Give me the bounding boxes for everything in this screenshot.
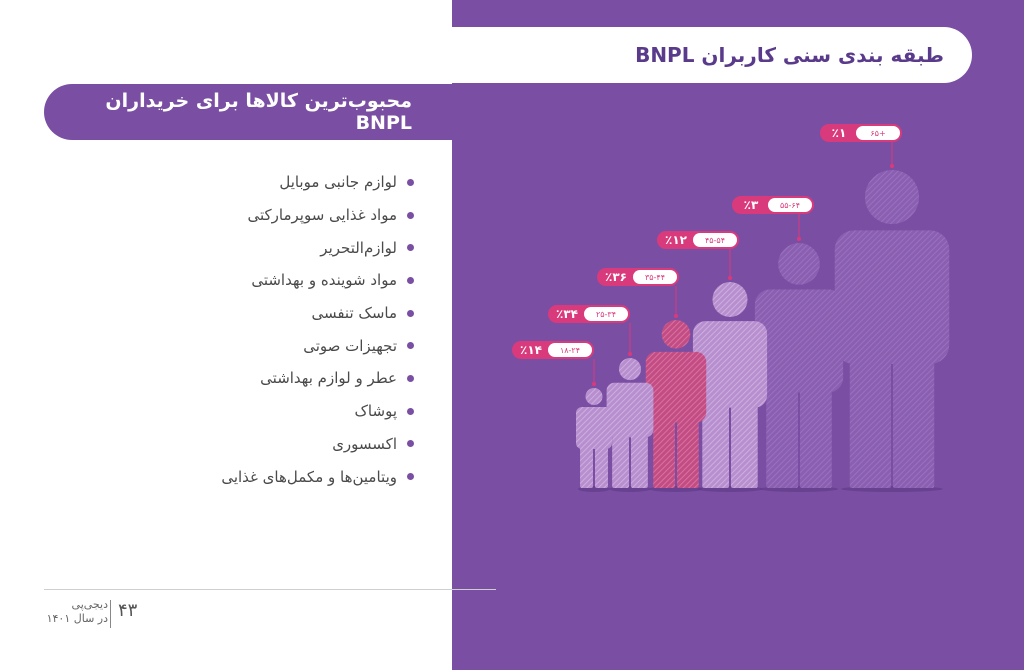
age-label: ۲۵-۳۴ xyxy=(596,310,616,319)
bullet-icon xyxy=(407,407,414,415)
age-pill xyxy=(584,307,628,321)
person-figure-5 xyxy=(834,170,950,488)
bullet-icon xyxy=(407,309,414,317)
connector-dot xyxy=(628,352,632,356)
value-label: ٪۱۲ xyxy=(665,233,688,247)
age-label: ۳۵-۴۴ xyxy=(645,273,665,282)
connector-dot xyxy=(728,276,732,280)
list-item: مواد شوینده و بهداشتی xyxy=(221,264,414,297)
popular-items-list: لوازم جانبی موبایل مواد غذایی سوپرمارکتی… xyxy=(221,166,414,493)
value-label: ٪۱۴ xyxy=(520,343,542,357)
value-label: ٪۱ xyxy=(832,126,847,140)
person-figure-4 xyxy=(754,243,844,488)
bullet-icon xyxy=(407,342,414,350)
age-pill xyxy=(768,198,812,212)
brand-logo: دیجی‌پی در سال ۱۴۰۱ xyxy=(46,598,108,625)
age-pill xyxy=(633,270,677,284)
person-figure-1 xyxy=(606,358,654,488)
person-figure-2 xyxy=(645,320,707,488)
chart-title-pill: طبقه بندی سنی کاربران BNPL xyxy=(452,27,972,83)
age-pill xyxy=(693,233,737,247)
connector-dot xyxy=(592,382,596,386)
page-number: ۴۳ xyxy=(118,600,138,621)
value-label: ٪۳۶ xyxy=(605,270,627,284)
value-label: ٪۳ xyxy=(744,198,759,212)
age-pill xyxy=(548,343,592,357)
bullet-icon xyxy=(407,440,414,448)
age-label: ۵۵-۶۴ xyxy=(780,201,800,210)
list-item: ماسک تنفسی xyxy=(221,297,414,330)
list-item: ویتامین‌ها و مکمل‌های غذایی xyxy=(221,460,414,493)
chart-title: طبقه بندی سنی کاربران BNPL xyxy=(635,43,944,67)
list-item: مواد غذایی سوپرمارکتی xyxy=(221,199,414,232)
list-item: عطر و لوازم بهداشتی xyxy=(221,362,414,395)
list-item: تجهیزات صوتی xyxy=(221,329,414,362)
person-figure-0 xyxy=(576,388,612,488)
age-label: ۴۵-۵۴ xyxy=(705,236,725,245)
bullet-icon xyxy=(407,211,414,219)
value-label: ٪۳۴ xyxy=(556,307,578,321)
footer-separator xyxy=(110,600,111,628)
bullet-icon xyxy=(407,374,414,382)
bullet-icon xyxy=(407,244,414,252)
list-item: اکسسوری xyxy=(221,428,414,461)
footer-divider xyxy=(44,589,496,590)
list-item: لوازم‌التحریر xyxy=(221,231,414,264)
age-pill xyxy=(856,126,900,140)
connector-dot xyxy=(890,164,894,168)
age-label: ۱۸-۲۴ xyxy=(560,346,580,355)
connector-dot xyxy=(674,314,678,318)
connector-dot xyxy=(797,237,801,241)
person-figure-3 xyxy=(692,282,768,488)
age-chart: ٪۱ ۶۵+ ٪۳ ۵۵-۶۴ ٪۱۲ ۴۵-۵۴ ٪۳۶ ۳۵-۴۴ ٪۳۴ ۲۵-۳۴ ٪۱۴ ۱… xyxy=(512,124,950,492)
list-title-pill: محبوب‌ترین کالاها برای خریداران BNPL xyxy=(44,84,452,140)
list-item: پوشاک xyxy=(221,395,414,428)
bullet-icon xyxy=(407,178,414,186)
bullet-icon xyxy=(407,473,414,481)
list-item: لوازم جانبی موبایل xyxy=(221,166,414,199)
age-label: ۶۵+ xyxy=(870,129,885,138)
list-title: محبوب‌ترین کالاها برای خریداران BNPL xyxy=(105,90,412,134)
bullet-icon xyxy=(407,276,414,284)
